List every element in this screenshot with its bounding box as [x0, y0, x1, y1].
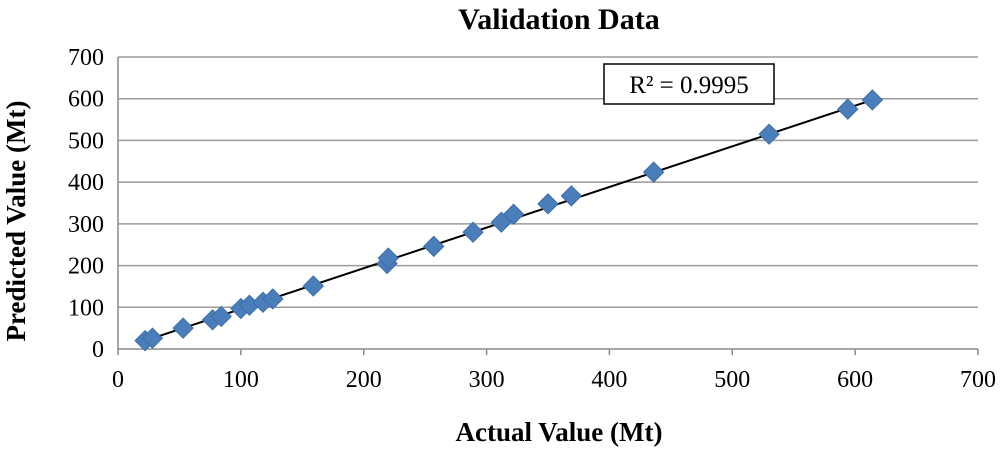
x-tick-label: 200	[346, 367, 382, 393]
x-tick-label: 300	[469, 367, 505, 393]
data-point	[262, 288, 284, 310]
y-tick-label: 400	[68, 170, 104, 196]
data-point	[377, 247, 399, 269]
data-point	[302, 275, 325, 297]
x-axis-label: Actual Value (Mt)	[456, 417, 663, 447]
y-tick-label: 0	[92, 337, 104, 363]
r-squared-box	[603, 63, 775, 105]
y-tick-label: 300	[68, 212, 104, 238]
axes	[117, 57, 979, 355]
data-point	[758, 123, 780, 145]
y-tick-label: 100	[68, 295, 104, 321]
x-tick-label: 0	[112, 367, 124, 393]
y-tick-label: 600	[68, 87, 104, 113]
y-axis-label: Predicted Value (Mt)	[1, 101, 31, 342]
r-squared-label: R² = 0.9995	[629, 72, 749, 99]
x-tick-label: 100	[223, 367, 259, 393]
y-tick-label: 200	[68, 254, 104, 280]
r-squared-annotation: R² = 0.9995	[603, 63, 775, 105]
x-tick-label: 500	[714, 367, 750, 393]
data-point	[462, 221, 484, 243]
y-tick-label: 700	[68, 45, 104, 71]
data-point	[861, 89, 884, 111]
gridlines	[118, 56, 978, 309]
data-point	[172, 317, 194, 339]
data-point	[141, 327, 164, 349]
data-point	[537, 193, 559, 215]
data-point	[210, 305, 232, 328]
y-tick-labels: 0 100 200 300 400 500 600 700	[68, 45, 104, 363]
chart-title: Validation Data	[458, 3, 659, 36]
data-point	[423, 235, 445, 258]
x-tick-label: 700	[960, 367, 996, 393]
data-point	[502, 203, 525, 225]
y-tick-label: 500	[68, 128, 104, 154]
data-point	[837, 98, 859, 120]
data-point	[560, 185, 583, 207]
data-point	[642, 161, 665, 183]
x-tick-label: 600	[837, 367, 873, 393]
data-points	[134, 89, 884, 352]
x-tick-label: 400	[591, 367, 627, 393]
x-tick-labels: 0 100 200 300 400 500 600 700	[112, 367, 996, 393]
